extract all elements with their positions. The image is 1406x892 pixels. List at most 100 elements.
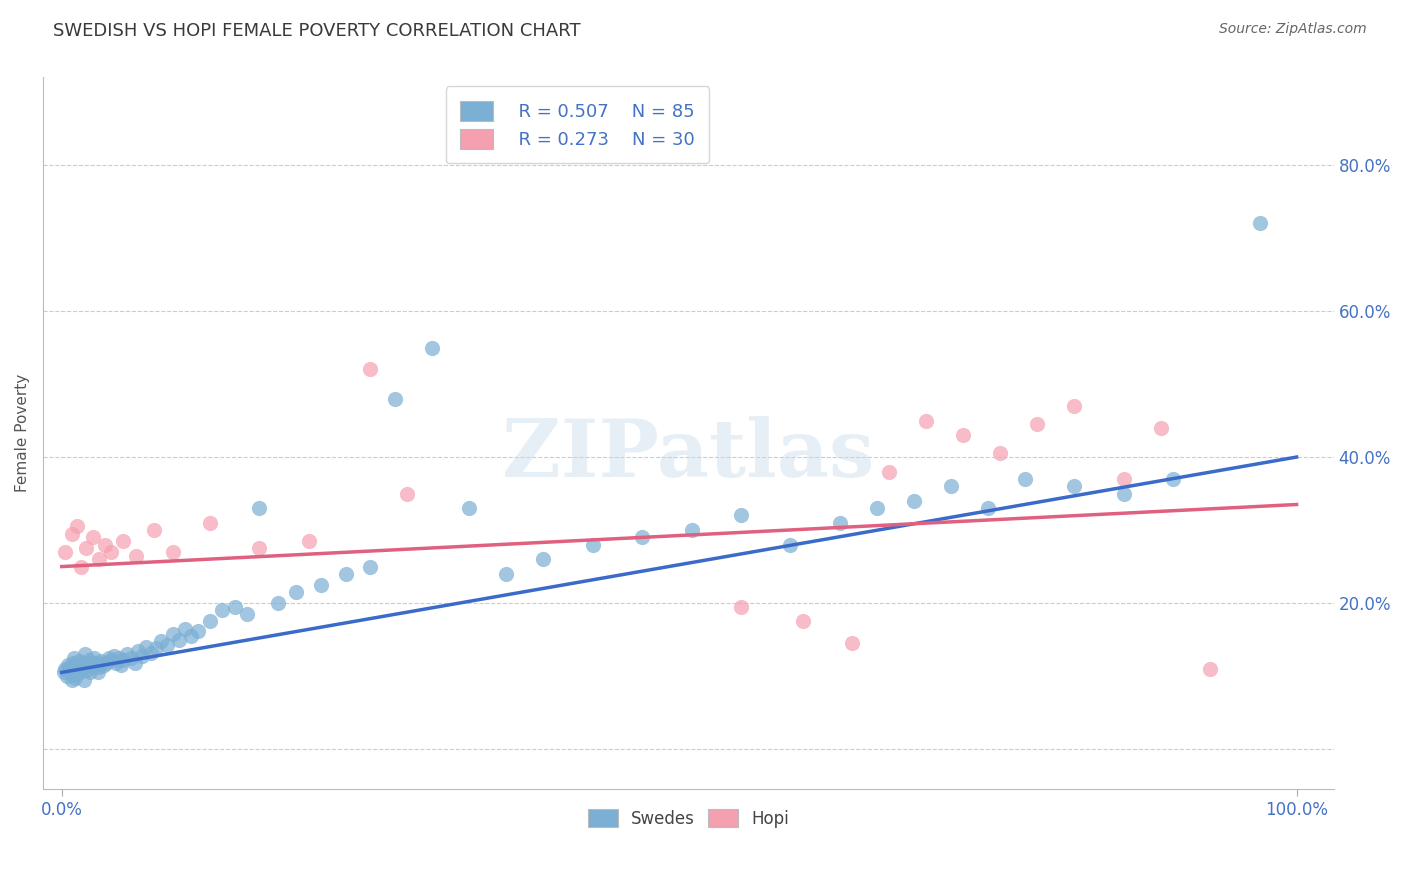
Point [841, 636, 863, 650]
Point [1063, 399, 1085, 413]
Point [149, 634, 172, 648]
Point [70, 660, 93, 674]
Point [309, 578, 332, 592]
Point [63, 650, 86, 665]
Point [247, 501, 270, 516]
Point [65, 671, 87, 685]
Point [198, 615, 221, 629]
Point [58, 663, 80, 677]
Point [76, 658, 98, 673]
Point [53, 665, 76, 680]
Point [87, 660, 110, 674]
Legend: Swedes, Hopi: Swedes, Hopi [581, 802, 796, 834]
Point [420, 341, 443, 355]
Point [531, 552, 554, 566]
Point [162, 626, 184, 640]
Point [75, 541, 97, 556]
Point [1112, 472, 1135, 486]
Point [162, 545, 184, 559]
Text: ZIPatlas: ZIPatlas [502, 416, 875, 493]
Point [939, 479, 962, 493]
Point [582, 538, 605, 552]
Point [1249, 217, 1271, 231]
Point [105, 656, 128, 670]
Point [67, 655, 90, 669]
Point [94, 538, 117, 552]
Point [65, 658, 87, 673]
Point [124, 656, 146, 670]
Point [139, 646, 162, 660]
Point [69, 665, 91, 680]
Point [187, 624, 209, 638]
Point [1150, 421, 1173, 435]
Point [359, 559, 381, 574]
Point [1161, 472, 1184, 486]
Point [107, 650, 129, 665]
Point [97, 650, 120, 665]
Point [779, 538, 801, 552]
Point [1112, 486, 1135, 500]
Point [75, 663, 97, 677]
Point [180, 629, 202, 643]
Point [145, 641, 167, 656]
Point [100, 653, 122, 667]
Point [110, 658, 132, 673]
Point [730, 508, 752, 523]
Point [877, 465, 900, 479]
Point [977, 501, 1000, 516]
Point [156, 639, 179, 653]
Point [131, 648, 153, 663]
Point [730, 599, 752, 614]
Point [103, 648, 125, 663]
Point [55, 669, 77, 683]
Point [224, 599, 246, 614]
Text: Source: ZipAtlas.com: Source: ZipAtlas.com [1219, 22, 1367, 37]
Point [56, 658, 79, 673]
Point [792, 615, 814, 629]
Point [631, 530, 654, 544]
Point [83, 650, 105, 665]
Point [247, 541, 270, 556]
Point [384, 392, 406, 406]
Point [127, 643, 149, 657]
Point [60, 673, 83, 687]
Point [90, 655, 112, 669]
Point [198, 516, 221, 530]
Point [298, 534, 321, 549]
Point [55, 662, 77, 676]
Point [125, 549, 148, 563]
Point [236, 607, 259, 621]
Point [59, 660, 82, 674]
Point [828, 516, 851, 530]
Point [84, 656, 107, 670]
Point [1063, 479, 1085, 493]
Point [62, 656, 84, 670]
Point [72, 656, 94, 670]
Y-axis label: Female Poverty: Female Poverty [15, 375, 30, 492]
Point [100, 545, 122, 559]
Point [112, 653, 135, 667]
Point [66, 663, 89, 677]
Point [63, 667, 86, 681]
Point [211, 603, 233, 617]
Point [143, 523, 166, 537]
Point [1014, 472, 1036, 486]
Point [115, 647, 138, 661]
Point [80, 656, 103, 670]
Point [96, 656, 118, 670]
Point [1199, 662, 1222, 676]
Point [267, 596, 290, 610]
Point [87, 552, 110, 566]
Point [335, 566, 357, 581]
Point [70, 559, 93, 574]
Point [79, 665, 101, 680]
Point [55, 545, 77, 559]
Point [86, 665, 108, 680]
Point [1026, 417, 1049, 432]
Point [73, 673, 96, 687]
Point [681, 523, 703, 537]
Point [495, 566, 517, 581]
Point [82, 530, 104, 544]
Point [112, 534, 135, 549]
Point [285, 585, 308, 599]
